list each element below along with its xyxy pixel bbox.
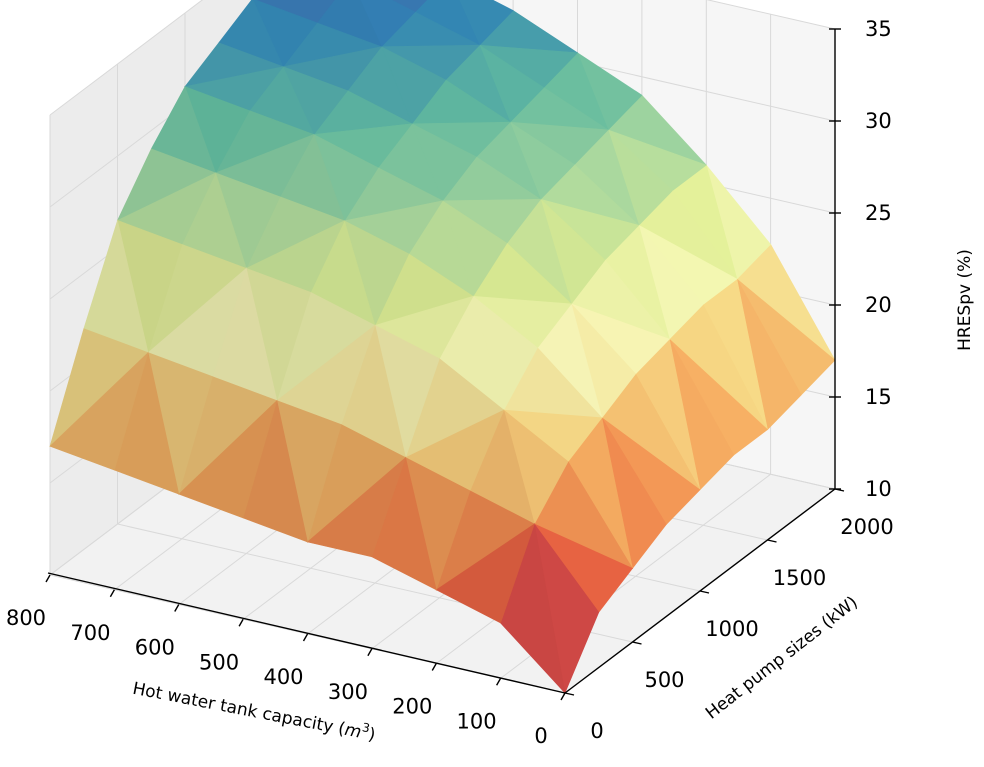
x-tick-mark <box>238 618 244 627</box>
x-tick-mark <box>367 648 373 657</box>
z-tick-label: 15 <box>865 385 892 409</box>
x-tick-label: 0 <box>534 724 547 748</box>
z-tick-label: 30 <box>865 109 892 133</box>
x-tick-label: 200 <box>392 695 432 719</box>
y-tick-mark <box>699 590 710 594</box>
x-tick-mark <box>302 633 309 642</box>
surface-facet <box>435 523 535 624</box>
x-tick-mark <box>431 663 437 671</box>
z-tick-label: 10 <box>865 477 892 501</box>
x-tick-label: 700 <box>70 621 110 645</box>
x-tick-mark <box>109 589 115 598</box>
y-tick-label: 2000 <box>840 515 893 539</box>
x-tick-labels: 800 700 600 500 400 300 200 100 0 <box>6 574 566 748</box>
x-tick-label: 500 <box>199 650 239 674</box>
y-tick-label: 1000 <box>705 617 758 641</box>
x-tick-mark <box>496 677 502 686</box>
x-tick-mark <box>174 604 180 612</box>
x-tick-label: 800 <box>6 606 46 630</box>
surface-facet <box>306 456 407 558</box>
z-tick-label: 25 <box>865 201 892 225</box>
x-tick-label: 100 <box>457 709 497 733</box>
x-tick-label: 400 <box>263 665 303 689</box>
y-tick-label: 0 <box>590 719 603 743</box>
y-tick-labels: 0 500 1000 1500 2000 <box>564 488 894 743</box>
surface-facet <box>390 0 428 13</box>
y-tick-mark <box>564 692 575 696</box>
y-tick-mark <box>632 641 642 645</box>
y-tick-label: 500 <box>644 668 684 692</box>
z-tick-labels: 35 30 25 20 15 10 <box>829 17 892 501</box>
x-tick-label: 300 <box>328 680 368 704</box>
y-tick-mark <box>767 539 777 543</box>
z-axis-label: HRESpv (%) <box>955 249 975 351</box>
z-tick-label: 35 <box>865 17 892 41</box>
z-tick-label: 20 <box>865 293 892 317</box>
x-axis-line <box>47 572 566 694</box>
y-axis-label: Heat pump sizes (kW) <box>702 593 862 724</box>
surface-facet <box>49 351 149 471</box>
surface-plot <box>49 0 836 695</box>
x-tick-mark <box>560 692 566 701</box>
y-tick-label: 1500 <box>773 566 826 590</box>
z-grid-line <box>49 0 836 116</box>
surface-facet <box>178 399 278 519</box>
x-tick-label: 600 <box>135 636 175 660</box>
x-tick-mark <box>45 574 51 583</box>
